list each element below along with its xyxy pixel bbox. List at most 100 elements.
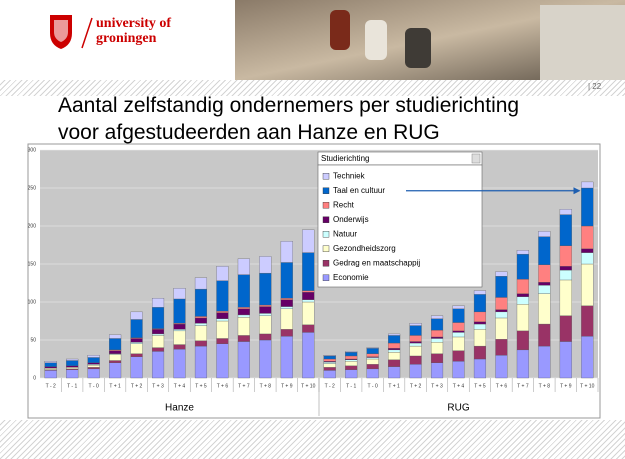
bar-segment [324,367,336,370]
bar-segment [217,311,229,313]
bar-segment [324,364,336,368]
legend-item[interactable]: Recht [333,200,355,209]
bar-segment [174,288,186,299]
bar-segment [66,370,78,378]
bar-segment [517,297,529,305]
x-tick-label: T + 5 [195,383,207,389]
bar-segment [474,312,486,322]
bar-segment [259,256,271,273]
y-tick-label: 300 [28,147,37,153]
x-tick-label: T + 3 [431,383,443,389]
bar-segment [474,291,486,295]
bar-segment [195,341,207,346]
legend-swatch [323,202,329,208]
legend-item[interactable]: Techniek [333,171,366,180]
bar-segment [560,316,572,342]
legend-item[interactable]: Gezondheidszorg [333,244,396,253]
bar-segment [517,250,529,254]
dropdown-button[interactable] [472,154,480,163]
bar-segment [345,370,357,378]
bar-segment [410,323,422,325]
bar-segment [496,310,508,312]
x-tick-label: T + 8 [539,383,551,389]
bar-segment [496,276,508,297]
bar-segment [152,335,164,347]
x-tick-label: T - 0 [368,383,378,389]
bar-segment [324,356,336,359]
bar-segment [45,368,57,370]
bar-segment [217,313,229,319]
bar-segment [45,370,57,378]
legend-item[interactable]: Economie [333,273,369,282]
bar-segment [195,318,207,323]
bar-segment [174,349,186,378]
x-tick-label: T + 1 [109,383,121,389]
bar-segment [66,367,78,369]
bar-segment [345,360,357,362]
x-tick-label: T + 2 [131,383,143,389]
bar-segment [474,324,486,329]
bar-segment [217,338,229,343]
legend-item[interactable]: Onderwijs [333,215,369,224]
x-tick-label: T + 7 [517,383,529,389]
bar-segment [88,363,100,365]
legend-swatch [323,217,329,223]
slide: university of groningen | 22 Aantal zelf… [0,0,625,459]
bar-segment [152,298,164,307]
bar-segment [259,305,271,307]
x-tick-label: T + 8 [260,383,272,389]
bar-segment [345,356,357,359]
bar-segment [302,332,314,378]
bar-segment [109,351,121,354]
bar-segment [195,323,207,325]
x-tick-label: T + 5 [474,383,486,389]
bar-segment [560,266,572,270]
bar-segment [302,253,314,291]
bar-segment [581,226,593,249]
bar-segment [302,302,314,325]
bar-segment [410,342,422,344]
bar-segment [152,329,164,334]
legend-title: Studierichting [321,154,369,163]
bar-segment [302,292,314,300]
bar-segment [538,231,550,236]
bar-segment [217,321,229,338]
bar-segment [109,361,121,363]
legend-item[interactable]: Natuur [333,229,357,238]
legend-item[interactable]: Taal en cultuur [333,186,385,195]
bar-segment [388,335,400,343]
bar-segment [388,334,400,336]
bar-segment [410,343,422,346]
bar-segment [174,331,186,345]
legend [318,165,482,287]
bar-segment [581,188,593,226]
bar-segment [195,289,207,316]
bar-segment [217,281,229,311]
bar-segment [367,348,379,349]
bar-segment [474,329,486,346]
bar-segment [538,324,550,346]
bar-segment [538,237,550,265]
bar-segment [388,343,400,348]
bar-segment [453,306,465,309]
x-tick-label: T + 2 [410,383,422,389]
x-tick-label: T - 1 [67,383,77,389]
bar-segment [388,352,400,360]
bar-segment [131,357,143,378]
x-tick-label: T + 9 [281,383,293,389]
bar-segment [367,364,379,369]
bar-segment [560,246,572,267]
bar-segment [324,362,336,364]
bar-segment [259,313,271,315]
bar-segment [152,348,164,352]
bar-segment [517,294,529,297]
bar-segment [410,335,422,341]
legend-swatch [323,246,329,252]
bar-segment [238,307,250,309]
bar-segment [217,344,229,378]
legend-item[interactable]: Gedrag en maatschappij [333,258,420,267]
bar-segment [88,367,100,369]
bar-segment [324,355,336,356]
bar-segment [45,361,57,363]
bar-segment [281,336,293,378]
